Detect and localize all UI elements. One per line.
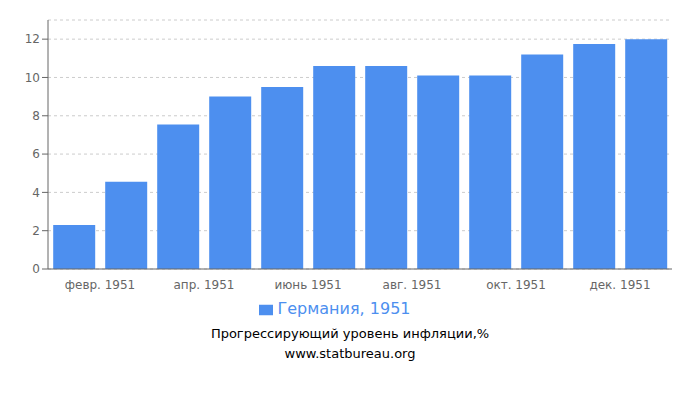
svg-text:окт. 1951: окт. 1951 [486,278,546,292]
svg-text:10: 10 [25,71,40,85]
svg-text:8: 8 [32,109,40,123]
html-text:www.statbureau.org: www.statbureau.org [284,346,416,361]
svg-text:апр. 1951: апр. 1951 [174,278,235,292]
svg-text:дек. 1951: дек. 1951 [589,278,650,292]
svg-text:июнь 1951: июнь 1951 [274,278,341,292]
svg-text:6: 6 [32,147,40,161]
html-text:Прогрессирующий уровень инфляц: Прогрессирующий уровень инфляции,% [210,326,490,341]
svg-text:2: 2 [32,224,40,238]
html-text:Германия, 1951: Германия, 1951 [277,299,411,318]
svg-text:0: 0 [32,262,40,276]
svg-text:12: 12 [25,32,40,46]
svg-text:февр. 1951: февр. 1951 [65,278,136,292]
svg-text:4: 4 [32,186,40,200]
svg-text:авг. 1951: авг. 1951 [383,278,442,292]
